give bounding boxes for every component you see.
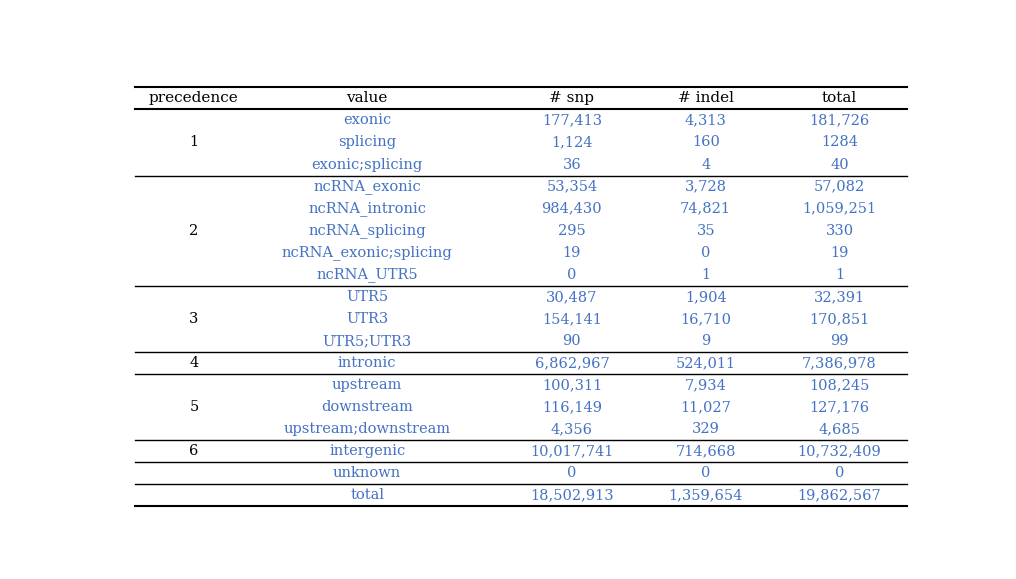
Text: 4,685: 4,685 <box>819 422 861 436</box>
Text: 181,726: 181,726 <box>810 113 870 127</box>
Text: 10,017,741: 10,017,741 <box>530 444 614 458</box>
Text: upstream;downstream: upstream;downstream <box>283 422 451 436</box>
Text: 30,487: 30,487 <box>547 290 597 304</box>
Text: total: total <box>351 488 384 503</box>
Text: 18,502,913: 18,502,913 <box>530 488 614 503</box>
Text: 329: 329 <box>692 422 719 436</box>
Text: 1,059,251: 1,059,251 <box>803 201 877 215</box>
Text: 1: 1 <box>835 268 844 282</box>
Text: intergenic: intergenic <box>329 444 405 458</box>
Text: 330: 330 <box>826 223 853 238</box>
Text: 5: 5 <box>189 400 198 414</box>
Text: precedence: precedence <box>149 91 239 105</box>
Text: 3,728: 3,728 <box>685 179 726 193</box>
Text: total: total <box>822 91 858 105</box>
Text: value: value <box>346 91 388 105</box>
Text: exonic;splicing: exonic;splicing <box>312 157 423 171</box>
Text: 7,934: 7,934 <box>685 378 726 392</box>
Text: 0: 0 <box>701 466 710 481</box>
Text: 1: 1 <box>701 268 710 282</box>
Text: ncRNA_exonic;splicing: ncRNA_exonic;splicing <box>281 245 452 260</box>
Text: 4: 4 <box>701 157 710 171</box>
Text: 127,176: 127,176 <box>810 400 870 414</box>
Text: 177,413: 177,413 <box>542 113 601 127</box>
Text: # snp: # snp <box>550 91 594 105</box>
Text: 116,149: 116,149 <box>542 400 601 414</box>
Text: 1,124: 1,124 <box>551 135 592 149</box>
Text: 714,668: 714,668 <box>676 444 736 458</box>
Text: 524,011: 524,011 <box>676 356 736 370</box>
Text: exonic: exonic <box>343 113 391 127</box>
Text: ncRNA_splicing: ncRNA_splicing <box>308 223 426 238</box>
Text: 1: 1 <box>189 135 198 149</box>
Text: 35: 35 <box>696 223 715 238</box>
Text: 74,821: 74,821 <box>681 201 732 215</box>
Text: 984,430: 984,430 <box>542 201 602 215</box>
Text: UTR3: UTR3 <box>346 312 388 326</box>
Text: ncRNA_exonic: ncRNA_exonic <box>313 179 421 194</box>
Text: 16,710: 16,710 <box>681 312 732 326</box>
Text: splicing: splicing <box>338 135 396 149</box>
Text: 6,862,967: 6,862,967 <box>534 356 610 370</box>
Text: ncRNA_intronic: ncRNA_intronic <box>308 201 426 216</box>
Text: unknown: unknown <box>333 466 401 481</box>
Text: 6: 6 <box>189 444 198 458</box>
Text: 1284: 1284 <box>821 135 859 149</box>
Text: 0: 0 <box>701 245 710 260</box>
Text: 160: 160 <box>692 135 719 149</box>
Text: 1,359,654: 1,359,654 <box>669 488 743 503</box>
Text: UTR5;UTR3: UTR5;UTR3 <box>322 334 411 348</box>
Text: 100,311: 100,311 <box>542 378 602 392</box>
Text: 90: 90 <box>563 334 581 348</box>
Text: 7,386,978: 7,386,978 <box>803 356 877 370</box>
Text: upstream: upstream <box>332 378 402 392</box>
Text: 0: 0 <box>567 268 576 282</box>
Text: 154,141: 154,141 <box>542 312 601 326</box>
Text: 19: 19 <box>563 245 581 260</box>
Text: 9: 9 <box>701 334 710 348</box>
Text: 108,245: 108,245 <box>810 378 870 392</box>
Text: 1,904: 1,904 <box>685 290 726 304</box>
Text: ncRNA_UTR5: ncRNA_UTR5 <box>316 267 418 282</box>
Text: intronic: intronic <box>338 356 396 370</box>
Text: # indel: # indel <box>678 91 734 105</box>
Text: 57,082: 57,082 <box>814 179 866 193</box>
Text: 40: 40 <box>830 157 849 171</box>
Text: 0: 0 <box>567 466 576 481</box>
Text: 11,027: 11,027 <box>681 400 732 414</box>
Text: UTR5: UTR5 <box>346 290 388 304</box>
Text: 32,391: 32,391 <box>814 290 866 304</box>
Text: 4,313: 4,313 <box>685 113 726 127</box>
Text: 36: 36 <box>563 157 581 171</box>
Text: 10,732,409: 10,732,409 <box>798 444 882 458</box>
Text: 3: 3 <box>189 312 198 326</box>
Text: 4,356: 4,356 <box>551 422 593 436</box>
Text: 53,354: 53,354 <box>547 179 597 193</box>
Text: 170,851: 170,851 <box>810 312 870 326</box>
Text: 295: 295 <box>558 223 586 238</box>
Text: 99: 99 <box>830 334 848 348</box>
Text: downstream: downstream <box>321 400 414 414</box>
Text: 19,862,567: 19,862,567 <box>798 488 882 503</box>
Text: 2: 2 <box>189 223 198 238</box>
Text: 0: 0 <box>835 466 844 481</box>
Text: 4: 4 <box>189 356 198 370</box>
Text: 19: 19 <box>830 245 848 260</box>
